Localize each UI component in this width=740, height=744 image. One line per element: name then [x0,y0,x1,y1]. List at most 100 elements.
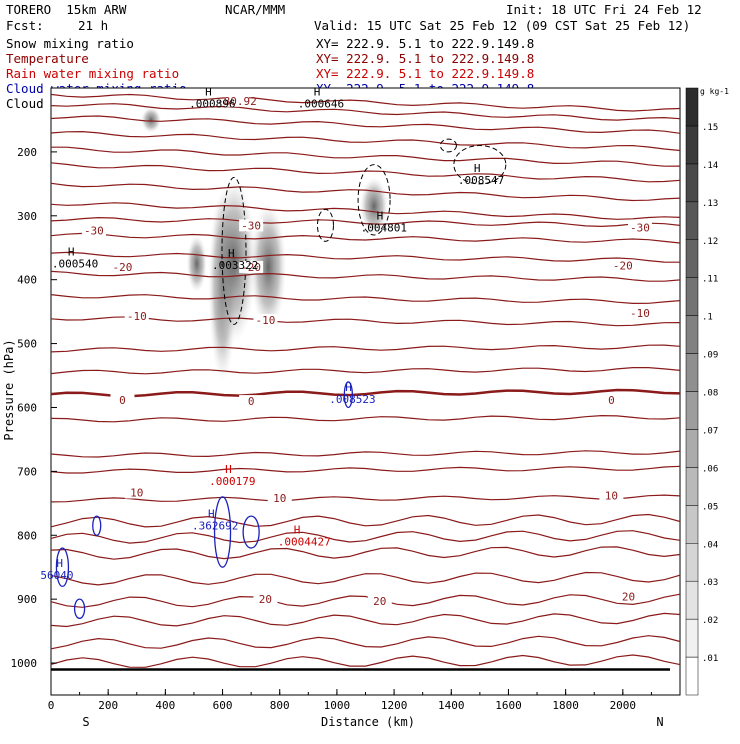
isotherm-line [50,216,681,228]
cloud-water-contour [213,496,232,568]
temp-label: 0 [608,394,615,407]
maximum-value-label: .0004427 [278,536,331,549]
temp-label-bg [616,590,641,603]
colorbar-segment [685,315,699,354]
temp-label: -30 [84,224,104,237]
isotherm-line [50,635,681,650]
cloud-water-contour [242,515,260,549]
maximum-h-marker: H [294,524,301,537]
temp-label-bg [81,224,106,237]
y-tick-label: 600 [17,401,37,414]
legend-field-name: Snow mixing ratio [6,36,134,51]
isotherm-line [50,316,681,327]
colorbar-segment [685,277,699,316]
colorbar-tick-label: .03 [702,578,718,588]
x-tick-label: 1200 [381,699,408,712]
colorbar-segment [685,580,699,620]
snow-shading [250,203,287,331]
plot-border [50,87,681,696]
colorbar-segment [685,467,699,506]
snow-contour [316,208,334,242]
maximum-value-label: .000896 [189,97,235,110]
y-tick-label: 500 [17,338,37,351]
maximum-h-marker: H [314,85,321,98]
temp-label: -10 [127,310,147,323]
isotherm-line [50,182,681,202]
maximum-h-marker: H [225,463,232,476]
south-label: S [82,715,89,729]
isotherm-line [50,654,681,668]
temp-label-bg [124,310,149,323]
temp-label: -20 [241,261,261,274]
temp-label: 10 [130,486,143,499]
colorbar-tick-label: .05 [702,502,718,512]
temp-label-bg [110,260,135,273]
temp-label-bg [253,313,278,326]
x-tick-label: 600 [213,699,233,712]
maximum-value-label: .362692 [192,520,238,533]
temp-label: -20 [113,261,133,274]
temp-label-bg [224,94,249,107]
colorbar-tick-label: .09 [702,351,718,361]
temp-label: -10 [630,307,650,320]
maximum-value-label: .004801 [361,221,407,234]
temp-label-bg [367,595,392,608]
maximum-h-marker: H [228,247,235,260]
isotherm-line [50,251,681,263]
colorbar-segment [685,239,699,278]
cloud-water-contour [343,381,353,409]
center-title: NCAR/MMM [225,2,285,17]
cloud-water-contour [92,515,102,536]
y-tick-label: 800 [17,529,37,542]
fcst-value: 21 h [78,18,108,33]
x-tick-label: 200 [98,699,118,712]
y-tick-label: 400 [17,274,37,287]
temp-label: -80.92 [217,95,257,108]
maximum-h-marker: H [68,246,75,259]
x-tick-label: 400 [155,699,175,712]
x-tick-label: 1800 [552,699,579,712]
isotherm-line [50,367,681,375]
colorbar-segment [685,656,699,696]
snow-contour [453,145,507,185]
colorbar-segment [685,201,699,240]
maximum-value-label: .000179 [209,475,255,488]
isotherm-line [50,450,681,458]
temp-label: -30 [630,221,650,234]
legend-field-xy: XY= 222.9. 5.1 to 222.9.149.8 [316,51,534,66]
x-tick-label: 1600 [495,699,522,712]
maximum-value-label: .003322 [212,259,258,272]
colorbar-tick-label: .1 [702,313,713,323]
maximum-h-marker: H [56,557,63,570]
temp-label: 20 [259,593,272,606]
north-label: N [656,715,663,729]
colorbar-unit: g kg-1 [700,87,729,96]
temp-label-bg [124,486,149,499]
cloud-water-contour [73,598,86,619]
snow-shading [186,234,207,293]
isotherm-line [50,494,681,503]
isotherm-line [50,612,681,628]
isotherm-line [50,593,681,608]
isotherm-line [50,103,681,121]
colorbar-segment [685,87,699,127]
y-tick-label: 1000 [11,657,38,670]
temp-label-bg [267,492,292,505]
isotherm-line [50,530,681,544]
legend-field-xy: XY= 222.9. 5.1 to 222.9.149.8 [316,66,534,81]
colorbar-segment [685,618,699,658]
y-tick-label: 200 [17,146,37,159]
temp-label: 20 [373,595,386,608]
fcst-label: Fcst: [6,18,44,33]
valid-time: Valid: 15 UTC Sat 25 Feb 12 (09 CST Sat … [314,18,690,33]
maximum-value-label: .000540 [52,258,98,271]
temp-label: 0 [119,394,126,407]
isotherm-zero-line [50,388,681,398]
x-tick-label: 2000 [610,699,637,712]
temp-label: 0 [248,395,255,408]
y-tick-label: 700 [17,465,37,478]
colorbar-segment [685,543,699,582]
colorbar-tick-label: .01 [702,654,718,664]
colorbar-tick-label: .15 [702,123,718,133]
